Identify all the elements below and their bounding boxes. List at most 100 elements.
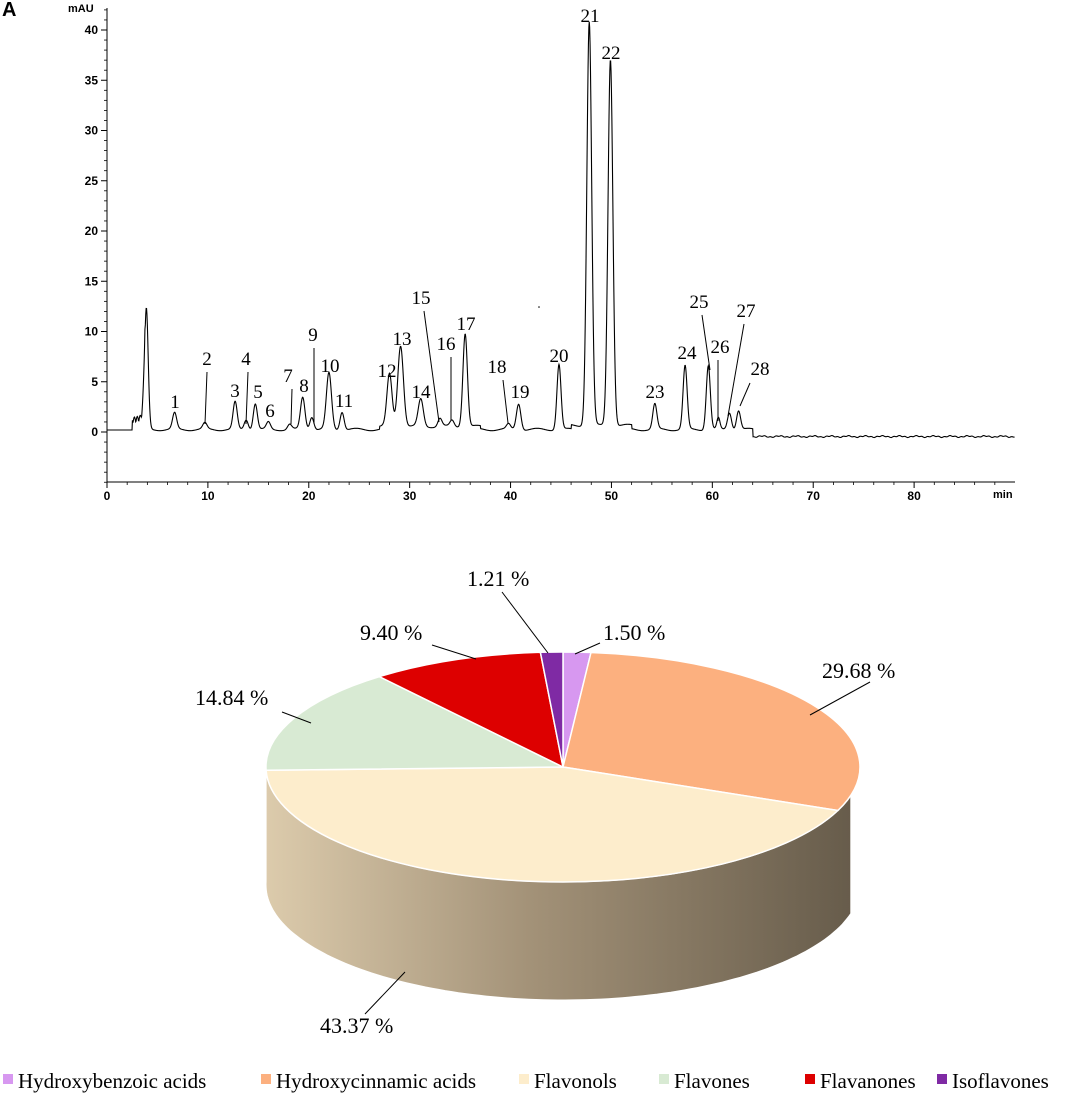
peak-label-22: 22	[602, 43, 621, 64]
y-ticks: 0 5 10 15 20 25 30 35 40	[85, 9, 107, 483]
peak-label-9: 9	[308, 325, 318, 346]
pie-leader-hydroxycinnamic-acids	[809, 681, 871, 716]
x-tick-label: 20	[302, 489, 316, 503]
peak-label-6: 6	[265, 401, 275, 422]
y-tick-label: 5	[91, 375, 98, 389]
peak-label-12: 12	[378, 361, 397, 382]
peak-label-17: 17	[457, 314, 476, 335]
y-tick-label: 25	[85, 174, 99, 188]
peak-label-21: 21	[581, 6, 600, 27]
legend-item-flavones: Flavones	[659, 1069, 750, 1093]
peak-leader-25	[701, 314, 711, 371]
legend: Hydroxybenzoic acids Hydroxycinnamic acid…	[3, 1069, 1049, 1093]
legend-label-hydroxycinnamic-acids: Hydroxycinnamic acids	[276, 1069, 476, 1093]
pie-label-flavones: 14.84 %	[195, 685, 268, 710]
peak-label-19: 19	[511, 382, 530, 403]
pie-leader-flavones	[281, 711, 312, 724]
pie-slice-flavanones	[377, 651, 565, 769]
peak-label-24: 24	[678, 343, 698, 364]
stray-dot	[538, 306, 540, 308]
x-tick-label: 50	[605, 489, 619, 503]
legend-label-hydroxybenzoic-acids: Hydroxybenzoic acids	[18, 1069, 206, 1093]
peak-label-5: 5	[253, 382, 263, 403]
y-tick-label: 40	[85, 23, 99, 37]
chromatogram-trace	[107, 21, 1015, 439]
legend-swatch-flavanones	[805, 1074, 815, 1084]
peak-label-2: 2	[202, 349, 212, 370]
legend-label-flavonols: Flavonols	[534, 1069, 617, 1093]
peak-label-13: 13	[393, 329, 412, 350]
peak-leader-27	[727, 323, 745, 417]
pie-label-isoflavones: 1.21 %	[467, 566, 529, 591]
legend-swatch-hydroxybenzoic-acids	[3, 1074, 13, 1084]
peak-label-7: 7	[283, 366, 293, 387]
peak-label-14: 14	[412, 382, 432, 403]
peak-label-23: 23	[646, 382, 665, 403]
peak-label-15: 15	[412, 288, 431, 309]
peak-label-20: 20	[550, 346, 569, 367]
peak-label-27: 27	[737, 301, 756, 322]
peak-label-28: 28	[751, 359, 770, 380]
y-tick-label: 0	[91, 425, 98, 439]
peak-leader-4	[245, 371, 249, 425]
peak-leader-2	[204, 371, 208, 425]
y-tick-label: 15	[85, 274, 99, 288]
legend-swatch-hydroxycinnamic-acids	[261, 1074, 271, 1084]
peak-leader-15	[423, 310, 440, 423]
x-tick-label: 0	[104, 489, 111, 503]
pie-leader-hydroxybenzoic-acids	[574, 642, 601, 655]
legend-label-flavones: Flavones	[674, 1069, 750, 1093]
peak-label-11: 11	[335, 391, 353, 412]
legend-item-hydroxycinnamic-acids: Hydroxycinnamic acids	[261, 1069, 476, 1093]
peak-leader-18	[502, 379, 509, 424]
pie-slice-flavonols	[265, 766, 840, 883]
x-axis-label: min	[993, 489, 1013, 501]
pie-label-hydroxybenzoic-acids: 1.50 %	[603, 620, 665, 645]
x-tick-label: 10	[201, 489, 215, 503]
pie-label-hydroxycinnamic-acids: 29.68 %	[822, 658, 895, 683]
pie-leader-flavanones	[431, 644, 477, 660]
pie-label-flavanones: 9.40 %	[360, 620, 422, 645]
legend-swatch-flavones	[659, 1074, 669, 1084]
legend-swatch-isoflavones	[937, 1074, 947, 1084]
peak-label-26: 26	[711, 337, 730, 358]
peak-label-4: 4	[241, 349, 251, 370]
peak-label-16: 16	[437, 334, 456, 355]
peak-label-10: 10	[321, 356, 340, 377]
panel-label: A	[2, 0, 16, 21]
peak-label-8: 8	[299, 376, 309, 397]
pie-leader-flavonols	[364, 971, 406, 1015]
y-tick-label: 35	[85, 73, 99, 87]
pie-leader-isoflavones	[501, 591, 549, 654]
y-tick-label: 20	[85, 224, 99, 238]
pie-slice-isoflavones	[539, 651, 564, 768]
peak-leader-7	[290, 388, 293, 425]
x-tick-label: 80	[907, 489, 921, 503]
pie-label-flavonols: 43.37 %	[320, 1013, 393, 1038]
peak-label-3: 3	[230, 381, 240, 402]
peak-leader-28	[739, 382, 751, 407]
x-tick-label: 60	[706, 489, 720, 503]
x-tick-label: 40	[504, 489, 518, 503]
peak-label-25: 25	[690, 292, 709, 313]
pie-chart	[265, 651, 861, 1001]
y-axis-label: mAU	[68, 3, 94, 15]
x-tick-label: 30	[403, 489, 417, 503]
pie-labels: 1.50 % 29.68 % 43.37 % 14.84 % 9.40 % 1.21 %	[195, 566, 895, 1038]
legend-item-isoflavones: Isoflavones	[937, 1069, 1049, 1093]
x-ticks: 0 10 20 30 40 50 60 70 80	[104, 482, 996, 503]
peak-label-1: 1	[170, 392, 180, 413]
pie-slice-flavones	[265, 675, 564, 772]
pie-slice-hydroxycinnamic-acids	[562, 651, 861, 812]
legend-label-isoflavones: Isoflavones	[952, 1069, 1049, 1093]
legend-item-flavonols: Flavonols	[519, 1069, 617, 1093]
y-tick-label: 10	[85, 325, 99, 339]
legend-label-flavanones: Flavanones	[820, 1069, 916, 1093]
peak-label-18: 18	[488, 357, 507, 378]
legend-item-flavanones: Flavanones	[805, 1069, 916, 1093]
legend-item-hydroxybenzoic-acids: Hydroxybenzoic acids	[3, 1069, 206, 1093]
x-tick-label: 70	[807, 489, 821, 503]
